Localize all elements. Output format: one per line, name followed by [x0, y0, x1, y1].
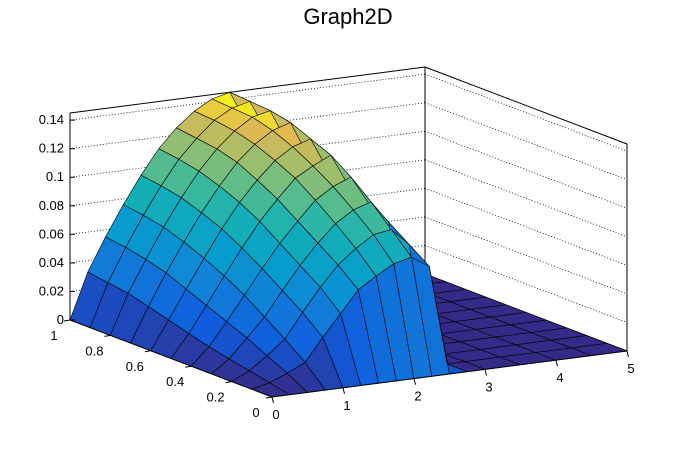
x-tick-label: 3 — [485, 379, 492, 394]
x-tick-label: 4 — [556, 370, 563, 385]
y-tick-label: 0 — [252, 405, 259, 420]
z-tick-label: 0.02 — [39, 283, 64, 298]
z-grid-line — [424, 245, 628, 323]
frame-edge — [424, 66, 628, 145]
grid-lines — [69, 73, 628, 323]
y-tick-label: 0.8 — [85, 343, 103, 358]
y-tick — [185, 365, 192, 368]
z-tick-label: 0.08 — [39, 198, 64, 213]
z-tick-label: 0.14 — [39, 112, 64, 127]
y-tick — [144, 350, 151, 353]
x-tick — [484, 369, 487, 376]
z-tick-label: 0 — [57, 312, 64, 327]
x-axis-line — [271, 350, 628, 398]
z-grid-line — [424, 187, 628, 266]
x-tick — [555, 360, 558, 367]
z-grid-line — [424, 159, 628, 238]
x-tick — [342, 387, 345, 394]
y-tick-label: 1 — [50, 328, 57, 343]
axis-ticks: 00.020.040.060.080.10.120.1401234500.20.… — [39, 112, 635, 422]
x-tick — [271, 396, 274, 404]
front-frame — [69, 113, 628, 398]
y-tick — [104, 334, 111, 337]
y-tick — [225, 381, 232, 384]
y-tick-label: 0.2 — [207, 390, 225, 405]
y-tick-label: 0.6 — [126, 359, 144, 374]
x-tick-label: 0 — [272, 407, 279, 422]
x-tick-label: 5 — [627, 361, 634, 376]
z-tick-label: 0.04 — [39, 255, 64, 270]
y-tick — [63, 319, 71, 322]
z-grid-line — [424, 73, 628, 152]
z-tick-label: 0.12 — [39, 141, 64, 156]
y-axis-line — [69, 319, 273, 398]
z-grid-line — [424, 216, 628, 295]
x-tick — [413, 378, 416, 385]
z-tick-label: 0.06 — [39, 226, 64, 241]
y-tick — [265, 396, 273, 399]
frame-edge — [69, 66, 426, 114]
x-tick-label: 2 — [414, 389, 421, 404]
x-tick — [626, 350, 629, 358]
surface-mesh — [69, 91, 628, 398]
z-grid-line — [424, 102, 628, 181]
x-tick-label: 1 — [343, 398, 350, 413]
z-grid-line — [424, 130, 628, 209]
y-tick-label: 0.4 — [166, 374, 184, 389]
chart-title: Graph2D — [303, 4, 393, 29]
z-tick-label: 0.1 — [46, 169, 64, 184]
